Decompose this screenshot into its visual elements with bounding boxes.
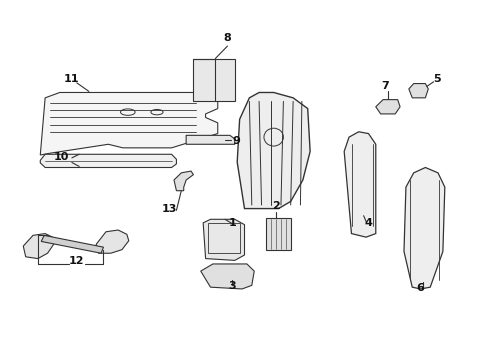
Ellipse shape xyxy=(151,109,163,115)
Ellipse shape xyxy=(264,128,283,146)
Text: 5: 5 xyxy=(432,74,440,84)
Polygon shape xyxy=(41,235,103,253)
Text: 2: 2 xyxy=(272,201,280,211)
Polygon shape xyxy=(203,219,244,260)
Polygon shape xyxy=(23,234,55,258)
Text: 7: 7 xyxy=(381,81,388,91)
Polygon shape xyxy=(96,230,128,253)
Text: 11: 11 xyxy=(64,74,80,84)
Polygon shape xyxy=(403,167,444,289)
Text: 4: 4 xyxy=(364,219,372,229)
Text: 10: 10 xyxy=(54,152,69,162)
Polygon shape xyxy=(201,264,254,289)
Polygon shape xyxy=(344,132,375,237)
Text: 3: 3 xyxy=(228,281,236,291)
Polygon shape xyxy=(237,93,309,208)
Text: 13: 13 xyxy=(161,204,177,214)
Polygon shape xyxy=(186,135,234,144)
Text: 12: 12 xyxy=(69,256,84,266)
Bar xyxy=(193,59,234,102)
Polygon shape xyxy=(408,84,427,98)
Bar xyxy=(207,223,239,253)
Text: 9: 9 xyxy=(232,136,240,146)
Bar xyxy=(266,217,290,249)
Text: 1: 1 xyxy=(228,219,236,229)
Polygon shape xyxy=(40,154,176,167)
Ellipse shape xyxy=(120,109,135,115)
Text: 8: 8 xyxy=(223,33,231,43)
Polygon shape xyxy=(375,100,399,114)
Polygon shape xyxy=(174,171,193,191)
Text: 6: 6 xyxy=(416,283,424,293)
Polygon shape xyxy=(40,93,217,155)
